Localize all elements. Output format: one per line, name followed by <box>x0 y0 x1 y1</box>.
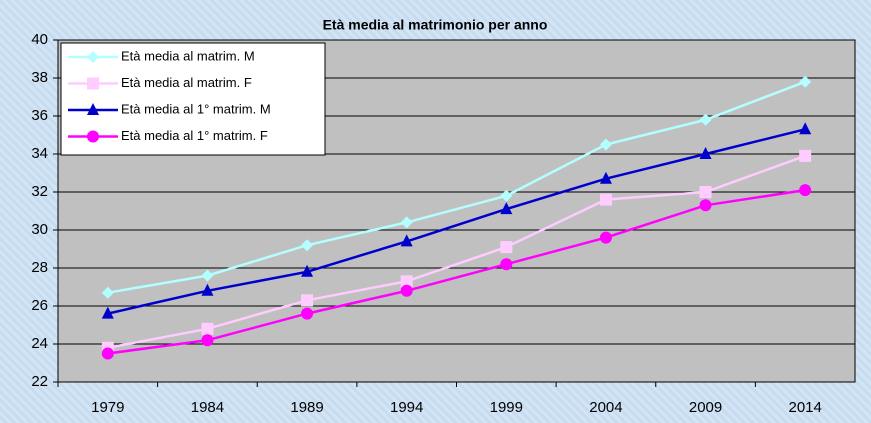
marker <box>87 77 99 90</box>
marker <box>599 231 612 244</box>
marker <box>500 258 513 271</box>
y-tick-label: 28 <box>31 259 48 276</box>
x-tick-label: 1984 <box>191 399 224 416</box>
marker <box>87 103 99 115</box>
x-tick-label: 1989 <box>290 399 323 416</box>
x-tick-label: 1979 <box>91 399 124 416</box>
y-tick-label: 30 <box>31 221 48 238</box>
series-line <box>107 128 806 315</box>
marker <box>101 306 114 319</box>
x-tick-label: 2014 <box>789 399 822 416</box>
marker <box>201 322 214 335</box>
y-tick-label: 38 <box>31 69 48 86</box>
marker <box>699 147 712 159</box>
legend-label: Età media al matrim. M <box>121 48 255 63</box>
x-tick-label: 1994 <box>390 399 423 416</box>
y-tick-label: 34 <box>31 145 48 162</box>
legend-label: Età media al 1° matrim. F <box>121 128 268 143</box>
marker <box>87 51 99 63</box>
marker <box>599 138 612 151</box>
marker <box>699 113 712 126</box>
marker <box>400 234 413 247</box>
marker <box>799 184 812 197</box>
marker <box>400 275 413 288</box>
marker <box>799 122 812 135</box>
marker <box>87 130 99 143</box>
marker <box>500 241 513 254</box>
x-tick-label: 1999 <box>490 399 523 416</box>
marker <box>699 186 712 198</box>
marker <box>400 284 413 297</box>
marker <box>301 294 314 307</box>
marker <box>201 334 214 347</box>
marker <box>500 202 513 215</box>
series-line <box>107 80 806 294</box>
marker <box>400 216 413 229</box>
marker <box>301 264 314 277</box>
y-tick-label: 36 <box>31 107 48 124</box>
marker <box>301 307 314 320</box>
marker <box>599 171 612 184</box>
y-tick-label: 22 <box>31 373 48 390</box>
y-tick-label: 40 <box>31 31 48 48</box>
marker <box>599 193 612 206</box>
marker <box>301 239 314 252</box>
marker <box>201 283 214 296</box>
legend-label: Età media al 1° matrim. M <box>121 101 271 116</box>
y-tick-label: 26 <box>31 297 48 314</box>
series-line <box>107 188 806 355</box>
x-tick-label: 2004 <box>589 399 622 416</box>
marker <box>101 286 114 299</box>
series-line <box>107 154 806 350</box>
y-tick-label: 24 <box>31 335 48 352</box>
y-tick-label: 32 <box>31 183 48 200</box>
marker <box>799 149 812 162</box>
marker <box>799 75 812 88</box>
marker <box>201 269 214 282</box>
marker <box>101 347 114 360</box>
marker <box>500 189 513 202</box>
legend-label: Età media al matrim. F <box>121 75 252 90</box>
x-tick-label: 2009 <box>689 399 722 416</box>
chart-title: Età media al matrimonio per anno <box>323 17 548 33</box>
marker <box>699 199 712 212</box>
